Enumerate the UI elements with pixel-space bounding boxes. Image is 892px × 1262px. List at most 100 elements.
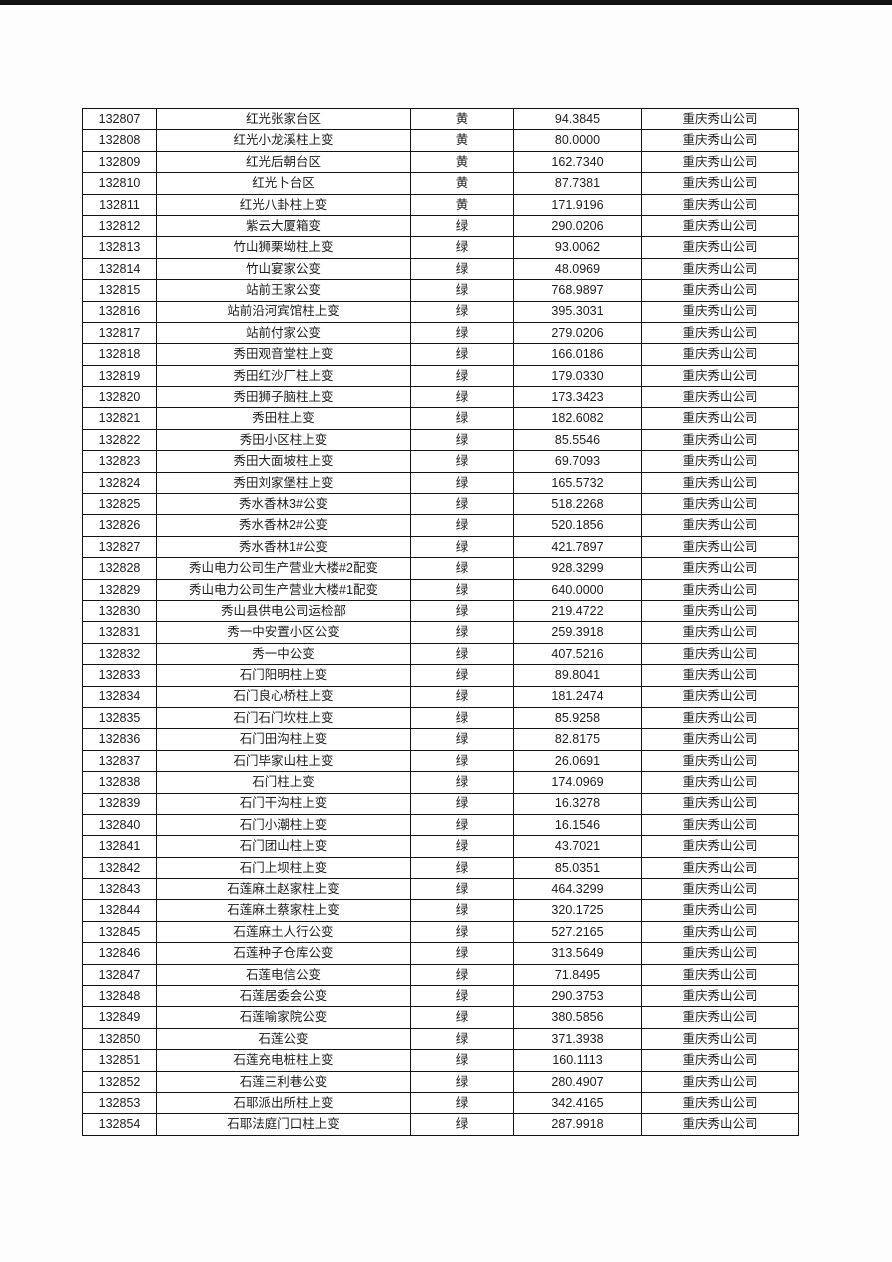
cell-name: 石门阳明柱上变 [156,664,411,687]
cell-status: 绿 [410,578,514,601]
cell-value: 160.1113 [513,1049,642,1072]
table-row: 132838 石门柱上变绿 174.0969 重庆秀山公司 [82,771,799,794]
cell-id: 132826 [82,514,157,537]
cell-status: 绿 [410,1091,514,1115]
table-row: 132808 红光小龙溪柱上变黄 80.0000 重庆秀山公司 [82,129,799,152]
cell-id: 132840 [82,813,157,837]
cell-id: 132812 [82,214,157,238]
cell-status: 绿 [410,856,514,880]
cell-id: 132839 [82,792,157,815]
cell-name: 秀田柱上变 [156,407,411,430]
cell-id: 132832 [82,642,157,666]
cell-name: 竹山狮栗坳柱上变 [156,236,411,259]
cell-company: 重庆秀山公司 [641,428,799,452]
cell-company: 重庆秀山公司 [641,321,799,345]
cell-id: 132814 [82,257,157,281]
cell-id: 132834 [82,685,157,708]
cell-name: 秀田小区柱上变 [156,428,411,452]
cell-id: 132808 [82,129,157,152]
cell-name: 石莲公变 [156,1027,411,1051]
table-row: 132842 石门上坝柱上变绿 85.0351 重庆秀山公司 [82,856,799,880]
cell-status: 绿 [410,493,514,516]
cell-value: 280.4907 [513,1070,642,1093]
cell-company: 重庆秀山公司 [641,749,799,773]
cell-value: 181.2474 [513,685,642,708]
cell-company: 重庆秀山公司 [641,599,799,623]
cell-status: 黄 [410,129,514,152]
cell-id: 132815 [82,279,157,302]
cell-value: 182.6082 [513,407,642,430]
cell-name: 石莲居委会公变 [156,985,411,1008]
cell-name: 石门干沟柱上变 [156,792,411,815]
table-row: 132830 秀山县供电公司运检部绿 219.4722 重庆秀山公司 [82,599,799,623]
cell-company: 重庆秀山公司 [641,557,799,580]
cell-value: 640.0000 [513,578,642,601]
cell-id: 132838 [82,771,157,794]
cell-id: 132854 [82,1113,157,1136]
cell-value: 171.9196 [513,193,642,216]
cell-company: 重庆秀山公司 [641,300,799,323]
cell-value: 166.0186 [513,343,642,366]
cell-name: 红光小龙溪柱上变 [156,129,411,152]
cell-company: 重庆秀山公司 [641,193,799,216]
cell-name: 石门小潮柱上变 [156,813,411,837]
cell-value: 313.5649 [513,942,642,965]
cell-id: 132850 [82,1027,157,1051]
cell-id: 132828 [82,557,157,580]
cell-company: 重庆秀山公司 [641,1113,799,1136]
cell-company: 重庆秀山公司 [641,364,799,388]
cell-name: 石门石门坎柱上变 [156,706,411,730]
table-row: 132836 石门田沟柱上变绿 82.8175 重庆秀山公司 [82,728,799,751]
cell-name: 秀田狮子脑柱上变 [156,386,411,409]
cell-value: 43.7021 [513,835,642,858]
cell-company: 重庆秀山公司 [641,450,799,473]
cell-status: 绿 [410,728,514,751]
cell-id: 132846 [82,942,157,965]
table-row: 132821 秀田柱上变绿 182.6082 重庆秀山公司 [82,407,799,430]
table-row: 132841 石门团山柱上变绿 43.7021 重庆秀山公司 [82,835,799,858]
table-row: 132815 站前王家公变绿 768.9897 重庆秀山公司 [82,279,799,302]
cell-status: 绿 [410,771,514,794]
cell-name: 石门团山柱上变 [156,835,411,858]
cell-company: 重庆秀山公司 [641,407,799,430]
cell-status: 绿 [410,450,514,473]
cell-name: 石莲麻土蔡家柱上变 [156,899,411,922]
cell-name: 石耶法庭门口柱上变 [156,1113,411,1136]
cell-name: 秀山电力公司生产营业大楼#2配变 [156,557,411,580]
cell-name: 秀田观音堂柱上变 [156,343,411,366]
cell-status: 绿 [410,664,514,687]
cell-value: 174.0969 [513,771,642,794]
cell-value: 371.3938 [513,1027,642,1051]
cell-value: 320.1725 [513,899,642,922]
cell-company: 重庆秀山公司 [641,942,799,965]
cell-name: 秀田刘家堡柱上变 [156,471,411,495]
cell-id: 132842 [82,856,157,880]
cell-value: 173.3423 [513,386,642,409]
cell-name: 石门上坝柱上变 [156,856,411,880]
cell-status: 绿 [410,236,514,259]
cell-id: 132848 [82,985,157,1008]
table-row: 132852 石莲三利巷公变绿 280.4907 重庆秀山公司 [82,1070,799,1093]
cell-status: 绿 [410,557,514,580]
cell-status: 绿 [410,428,514,452]
cell-company: 重庆秀山公司 [641,728,799,751]
cell-value: 85.0351 [513,856,642,880]
cell-value: 162.7340 [513,150,642,174]
table-row: 132839 石门干沟柱上变绿 16.3278 重庆秀山公司 [82,792,799,815]
table-row: 132826 秀水香林2#公变绿 520.1856 重庆秀山公司 [82,514,799,537]
cell-value: 380.5856 [513,1006,642,1029]
cell-name: 石门田沟柱上变 [156,728,411,751]
cell-status: 绿 [410,621,514,644]
table-row: 132853 石耶派出所柱上变绿 342.4165 重庆秀山公司 [82,1091,799,1115]
cell-status: 绿 [410,1006,514,1029]
cell-id: 132827 [82,535,157,559]
cell-company: 重庆秀山公司 [641,1006,799,1029]
cell-id: 132816 [82,300,157,323]
cell-name: 秀一中公变 [156,642,411,666]
table-row: 132834 石门良心桥柱上变绿 181.2474 重庆秀山公司 [82,685,799,708]
cell-value: 48.0969 [513,257,642,281]
cell-id: 132822 [82,428,157,452]
cell-company: 重庆秀山公司 [641,578,799,601]
cell-name: 红光卜台区 [156,172,411,195]
cell-name: 秀田红沙厂柱上变 [156,364,411,388]
